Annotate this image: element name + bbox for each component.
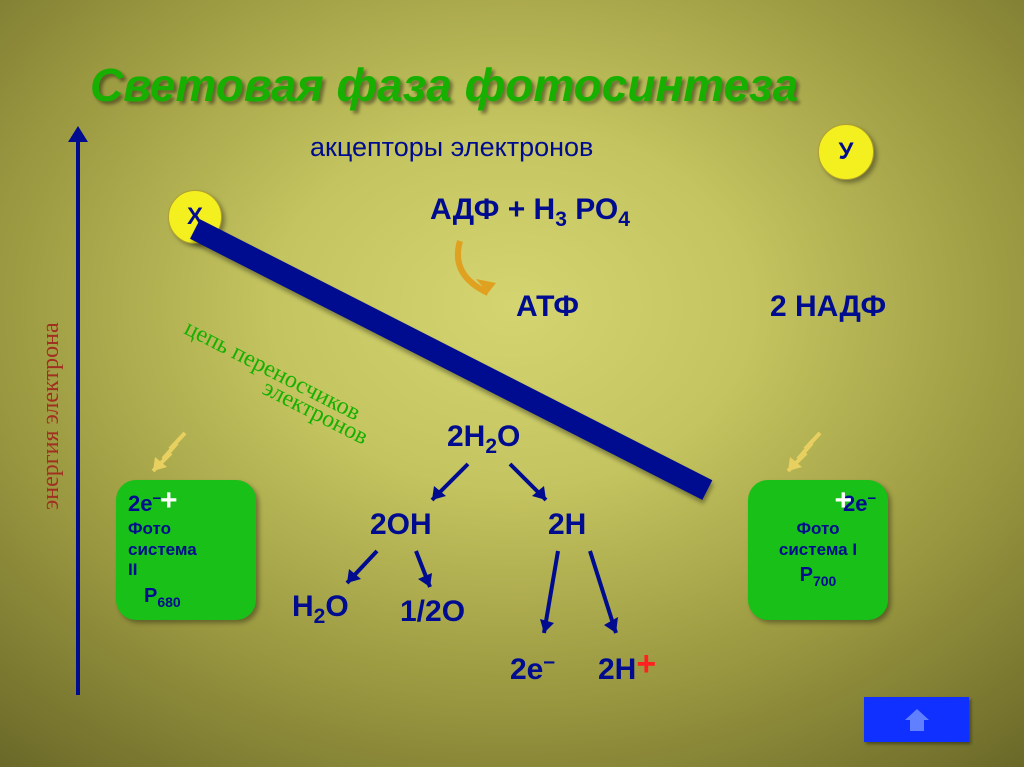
formula-half-o: 1/2О bbox=[400, 595, 465, 629]
arrow-h2o-h bbox=[498, 458, 558, 513]
plus-icon: + bbox=[834, 484, 852, 518]
formula-2h: 2Н bbox=[548, 508, 586, 542]
formula-nadp: 2 НАДФ bbox=[770, 290, 886, 324]
formula-h2o: Н2О bbox=[292, 590, 349, 629]
light-arrow-left bbox=[135, 425, 195, 485]
y-axis-label: энергия электрона bbox=[38, 322, 65, 510]
formula-adp: АДФ + Н3 РО4 bbox=[430, 193, 630, 232]
arrow-oh-h2o bbox=[335, 545, 390, 595]
photosystem-2-box: 2е– + Фото система II Р680 bbox=[116, 480, 256, 620]
arrow-h-hplus bbox=[580, 545, 635, 645]
photosystem-1-box: 2е– + Фото система I Р700 bbox=[748, 480, 888, 620]
formula-2h2o: 2Н2О bbox=[447, 420, 520, 459]
formula-2oh: 2ОН bbox=[370, 508, 432, 542]
home-icon bbox=[902, 707, 932, 733]
page-title: Световая фаза фотосинтеза bbox=[90, 58, 798, 112]
node-y: У bbox=[818, 124, 874, 180]
light-arrow-right bbox=[770, 425, 830, 485]
subtitle: акцепторы электронов bbox=[310, 132, 593, 163]
y-axis-arrow bbox=[76, 140, 80, 695]
formula-2e: 2е– bbox=[510, 650, 555, 687]
formula-2h-plus: 2Н+ bbox=[598, 645, 656, 687]
arrow-adp-atp bbox=[448, 235, 538, 315]
plus-icon: + bbox=[160, 484, 178, 518]
arrow-h2o-oh bbox=[420, 458, 480, 513]
arrow-h-e bbox=[530, 545, 575, 645]
nav-home-button[interactable] bbox=[864, 697, 969, 742]
arrow-oh-o bbox=[402, 545, 447, 600]
